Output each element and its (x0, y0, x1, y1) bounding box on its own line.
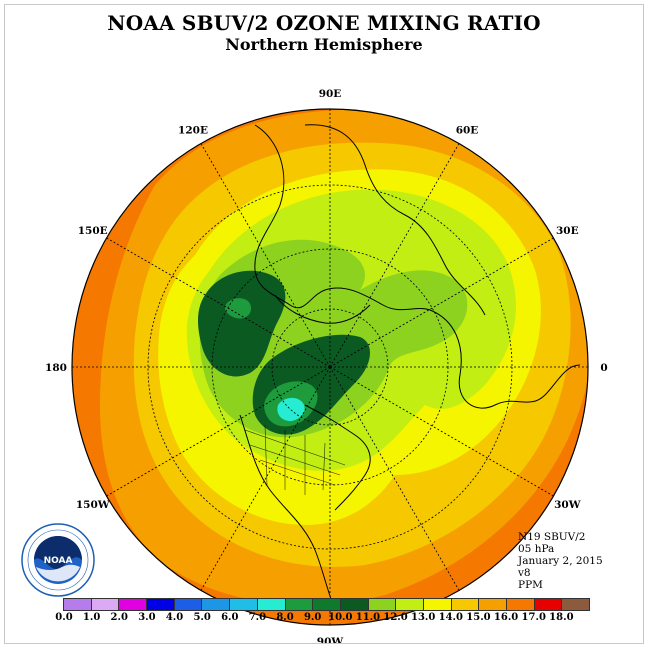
meridian-line (106, 366, 331, 497)
color-scale-segment (230, 599, 258, 610)
meridian-line (329, 366, 554, 497)
meridian-lines (72, 109, 588, 625)
longitude-labels: 90E60E30E030W60W90W120W150W180150E120E (45, 88, 608, 643)
longitude-label: 90E (319, 88, 342, 100)
longitude-label: 0 (600, 362, 607, 374)
color-scale-segment (119, 599, 148, 610)
color-scale-ticks: 0.0 1.0 2.0 3.0 4.0 5.0 6.0 7.0 8.0 9.0 10.0 11.0 12… (55, 612, 590, 626)
color-scale-tick-label: 4.0 (165, 612, 184, 623)
longitude-label: 150W (76, 499, 110, 511)
color-scale-segment (91, 599, 120, 610)
longitude-label: 180 (45, 362, 67, 374)
date-label: January 2, 2015 (518, 555, 603, 567)
polar-stereographic-map: 90E60E30E030W60W90W120W150W180150E120E (45, 88, 608, 643)
color-scale-segment (285, 599, 314, 610)
color-scale-segment (202, 599, 231, 610)
color-scale-tick-label: 15.0 (466, 612, 491, 623)
units-label: PPM (518, 579, 543, 591)
instrument-label: N19 SBUV/2 (518, 531, 586, 543)
color-scale-tick-label: 2.0 (110, 612, 128, 623)
figure-title: NOAA SBUV/2 OZONE MIXING RATIO (107, 11, 541, 35)
color-scale-tick-label: 9.0 (303, 612, 322, 623)
color-scale-tick-label: 3.0 (138, 612, 156, 623)
color-scale-tick-label: 17.0 (521, 612, 546, 623)
color-scale-tick-label: 13.0 (411, 612, 436, 623)
color-scale-segment (174, 599, 203, 610)
meridian-line (329, 143, 460, 368)
color-scale-tick-label: 1.0 (82, 612, 101, 623)
coastlines (239, 124, 581, 611)
color-scale-tick-label: 8.0 (276, 612, 294, 623)
svg-text:NOAA: NOAA (44, 556, 73, 566)
color-scale-segment (507, 599, 535, 610)
color-scale-tick-label: 14.0 (438, 612, 463, 623)
color-scale-segment (423, 599, 452, 610)
meridian-line (106, 237, 331, 368)
color-scale-segment (313, 599, 341, 610)
pressure-level-label: 05 hPa (518, 543, 555, 555)
hemisphere-border (71, 108, 589, 626)
meridian-line (200, 143, 331, 368)
color-scale-bar (63, 598, 590, 611)
color-scale-tick-label: 0.0 (55, 612, 73, 623)
longitude-label: 120E (178, 125, 208, 137)
color-scale-tick-label: 11.0 (355, 612, 381, 623)
us-state-lines (244, 424, 346, 495)
color-scale-segment (396, 599, 424, 610)
figure-subtitle: Northern Hemisphere (225, 35, 423, 54)
color-scale-segment (340, 599, 369, 610)
longitude-label: 60E (456, 125, 479, 137)
version-label: v8 (518, 567, 531, 579)
color-scale-segment (257, 599, 286, 610)
longitude-label: 30W (554, 499, 581, 511)
color-scale-segment (479, 599, 507, 610)
color-scale-segment (147, 599, 175, 610)
color-scale-tick-label: 10.0 (328, 612, 353, 623)
color-scale-tick-label: 5.0 (193, 612, 211, 623)
contour-level-9-10 (198, 270, 286, 377)
color-scale-segment (562, 599, 590, 610)
color-scale-tick-label: 7.0 (248, 612, 267, 623)
meridian-line (329, 366, 460, 591)
color-scale-tick-label: 6.0 (221, 612, 239, 623)
color-scale-segment (451, 599, 480, 610)
ozone-map-figure: NOAA SBUV/2 OZONE MIXING RATIO Northern … (4, 4, 644, 644)
color-scale-segment (64, 599, 92, 610)
meridian-line (329, 237, 554, 368)
longitude-label: 30E (556, 225, 579, 237)
color-scale-segment (368, 599, 397, 610)
contour-level-8-9 (225, 298, 252, 319)
color-scale-tick-label: 12.0 (383, 612, 408, 623)
color-scale-tick-label: 18.0 (549, 612, 574, 623)
noaa-logo: NOAA (21, 523, 95, 597)
color-scale-tick-label: 16.0 (493, 612, 519, 623)
longitude-label: 90W (317, 636, 344, 643)
longitude-label: 150E (78, 225, 108, 237)
map-info-block: N19 SBUV/2 05 hPa January 2, 2015 v8 PPM (518, 531, 603, 591)
meridian-line (200, 366, 331, 591)
color-scale-segment (534, 599, 563, 610)
